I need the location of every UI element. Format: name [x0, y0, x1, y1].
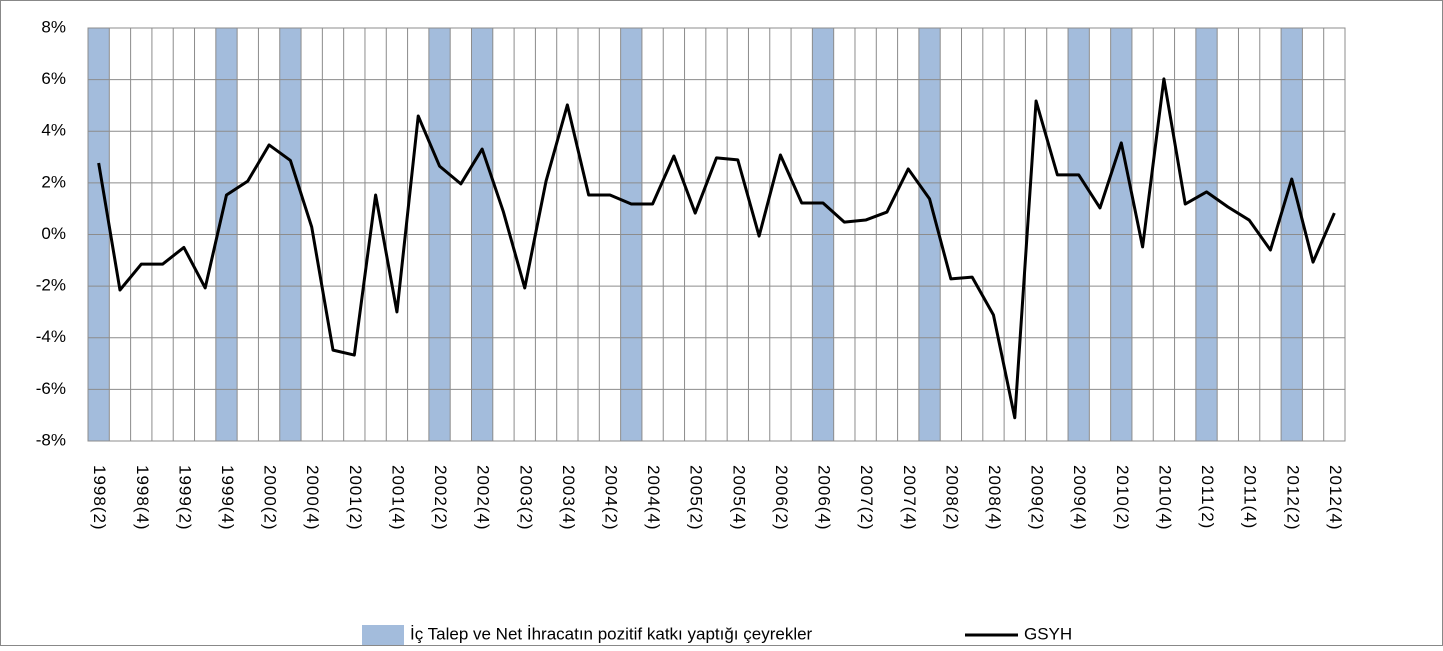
legend-swatch [362, 625, 404, 645]
x-tick-label: 2005(2) [687, 465, 706, 531]
x-tick-label: 2003(4) [559, 465, 578, 531]
legend-label: İç Talep ve Net İhracatın pozitif katkı … [410, 624, 813, 643]
y-tick-label: -4% [36, 327, 66, 346]
x-tick-label: 2001(2) [346, 465, 365, 531]
y-tick-label: 4% [41, 121, 66, 140]
x-tick-label: 2007(4) [900, 465, 919, 531]
x-tick-label: 2011(2) [1198, 465, 1217, 529]
x-tick-label: 1999(2) [175, 465, 194, 531]
x-tick-label: 2001(4) [388, 465, 407, 531]
x-tick-label: 2010(2) [1113, 465, 1132, 531]
y-tick-label: 8% [41, 17, 66, 36]
x-tick-label: 2002(4) [474, 465, 493, 531]
x-tick-label: 2005(4) [729, 465, 748, 531]
x-tick-label: 2004(2) [601, 465, 620, 531]
y-tick-label: -2% [36, 276, 66, 295]
x-tick-label: 2000(4) [303, 465, 322, 531]
x-tick-label: 2003(2) [516, 465, 535, 531]
x-tick-label: 1999(4) [218, 465, 237, 531]
x-tick-label: 2010(4) [1155, 465, 1174, 531]
y-tick-label: -6% [36, 379, 66, 398]
x-tick-label: 1998(2) [90, 465, 109, 531]
x-tick-label: 2008(2) [942, 465, 961, 531]
x-tick-label: 2009(4) [1070, 465, 1089, 531]
x-tick-label: 2009(2) [1028, 465, 1047, 531]
gsyh-line [97, 77, 1336, 420]
y-tick-label: 2% [41, 172, 66, 191]
x-tick-label: 1998(4) [133, 465, 152, 531]
x-tick-label: 2002(2) [431, 465, 450, 531]
x-tick-label: 2004(4) [644, 465, 663, 531]
x-tick-label: 2012(2) [1283, 465, 1302, 531]
y-tick-label: 6% [41, 69, 66, 88]
x-tick-label: 2011(4) [1241, 465, 1260, 529]
x-tick-label: 2000(2) [261, 465, 280, 531]
x-tick-label: 2012(4) [1326, 465, 1345, 531]
x-tick-label: 2008(4) [985, 465, 1004, 531]
x-tick-label: 2006(2) [772, 465, 791, 531]
y-tick-label: 0% [41, 224, 66, 243]
legend-label: GSYH [1024, 624, 1072, 643]
x-tick-label: 2006(4) [815, 465, 834, 531]
plot-frame [87, 27, 1346, 442]
y-tick-label: -8% [36, 430, 66, 449]
x-tick-label: 2007(2) [857, 465, 876, 531]
